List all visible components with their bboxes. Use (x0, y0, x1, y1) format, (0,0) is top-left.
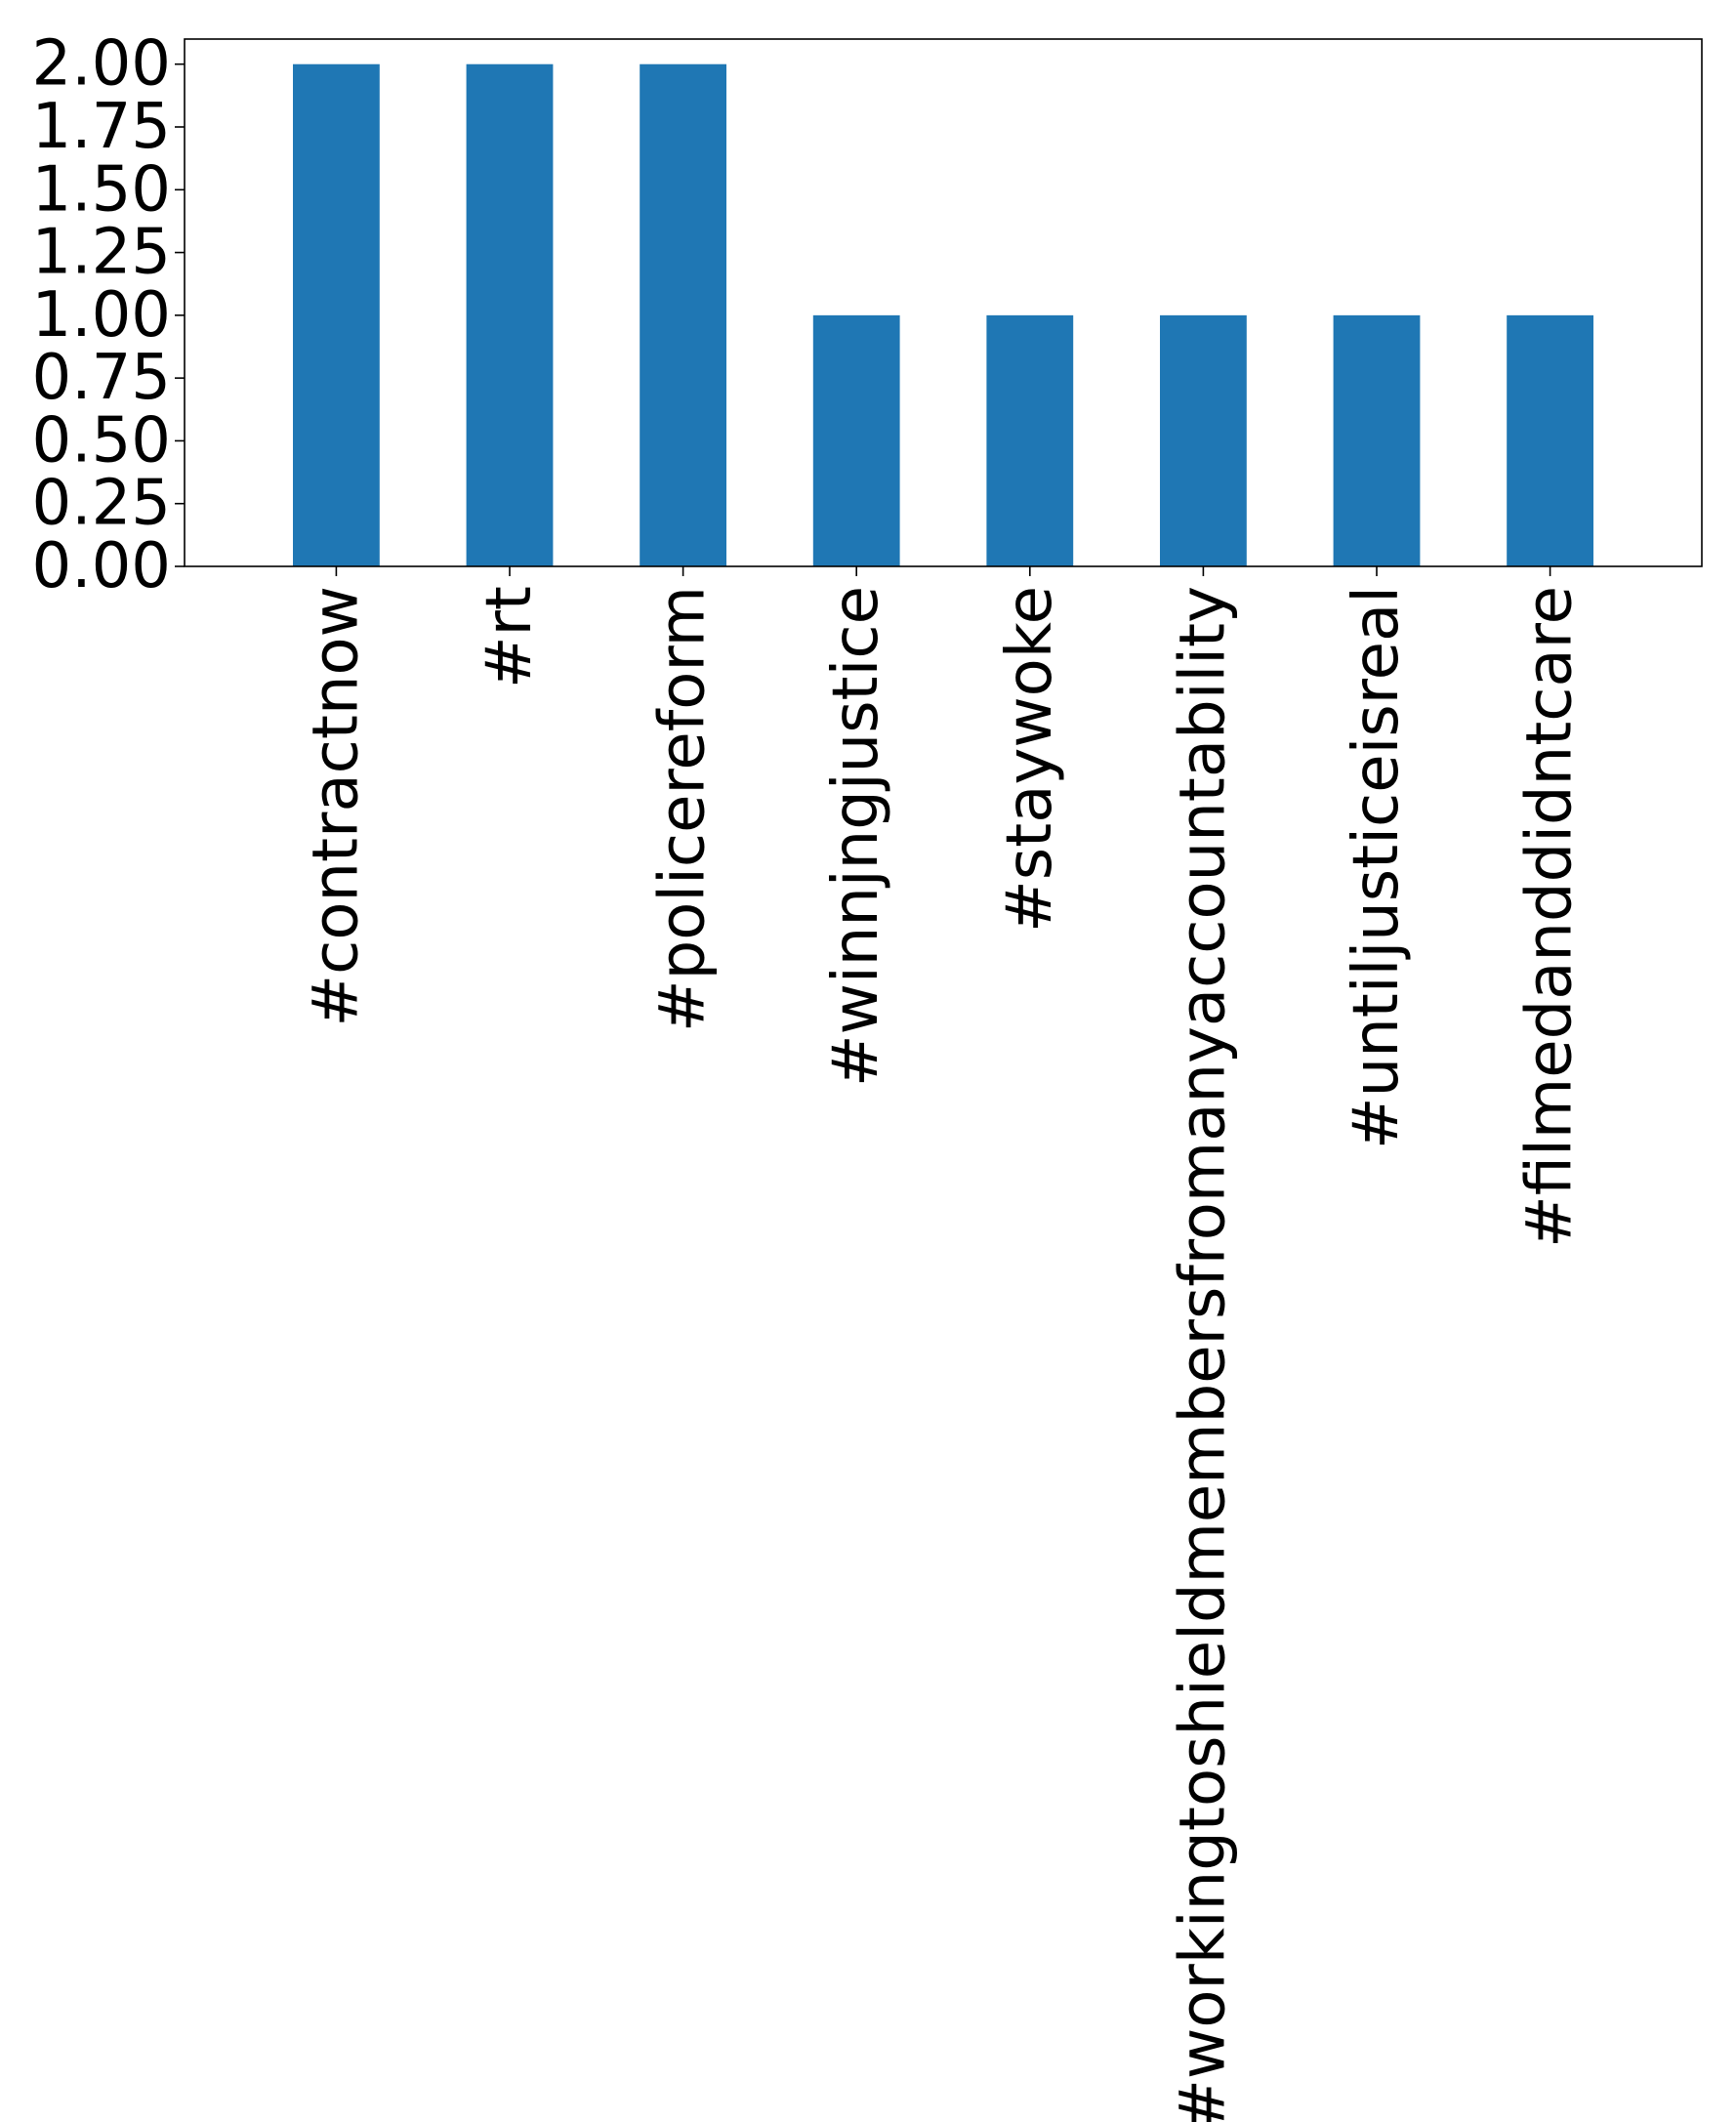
x-tick-label-7: #filmedanddidntcare (1514, 586, 1587, 1248)
x-tick-label-2: #policereform (647, 586, 720, 1032)
x-tick-label-3: #winnjngjustice (820, 586, 892, 1087)
y-tick-label-8: 2.00 (32, 28, 172, 101)
bar-0 (293, 63, 380, 566)
plot-frame (184, 38, 1703, 567)
y-tick-label-7: 1.75 (32, 91, 172, 163)
y-tick-label-0: 0.00 (32, 530, 172, 603)
bar-6 (1333, 314, 1421, 566)
bar-5 (1160, 314, 1247, 566)
x-tick-label-4: #staywoke (994, 586, 1066, 933)
x-tick-label-5: #workingtoshieldmembersfromanyaccountabi… (1167, 586, 1239, 2122)
x-axis: #contractnow #rt #policereform #winnjngjust… (300, 566, 1587, 2122)
y-tick-label-1: 0.25 (32, 468, 172, 540)
y-tick-label-4: 1.00 (32, 279, 172, 352)
bar-3 (812, 314, 900, 566)
bar-1 (466, 63, 554, 566)
bar-2 (640, 63, 726, 566)
y-tick-label-3: 0.75 (32, 342, 172, 414)
bar-4 (986, 314, 1074, 566)
y-tick-label-2: 0.50 (32, 404, 172, 477)
y-axis: 0.000.250.500.751.001.251.501.752.00 (32, 28, 185, 603)
y-tick-label-6: 1.50 (32, 153, 172, 226)
x-tick-label-6: #untiljusticeisreal (1341, 586, 1413, 1149)
x-tick-label-0: #contractnow (300, 586, 372, 1027)
x-tick-label-1: #rt (474, 586, 546, 688)
bars-group (293, 63, 1593, 566)
y-tick-label-5: 1.25 (32, 217, 172, 289)
bar-7 (1507, 314, 1593, 566)
